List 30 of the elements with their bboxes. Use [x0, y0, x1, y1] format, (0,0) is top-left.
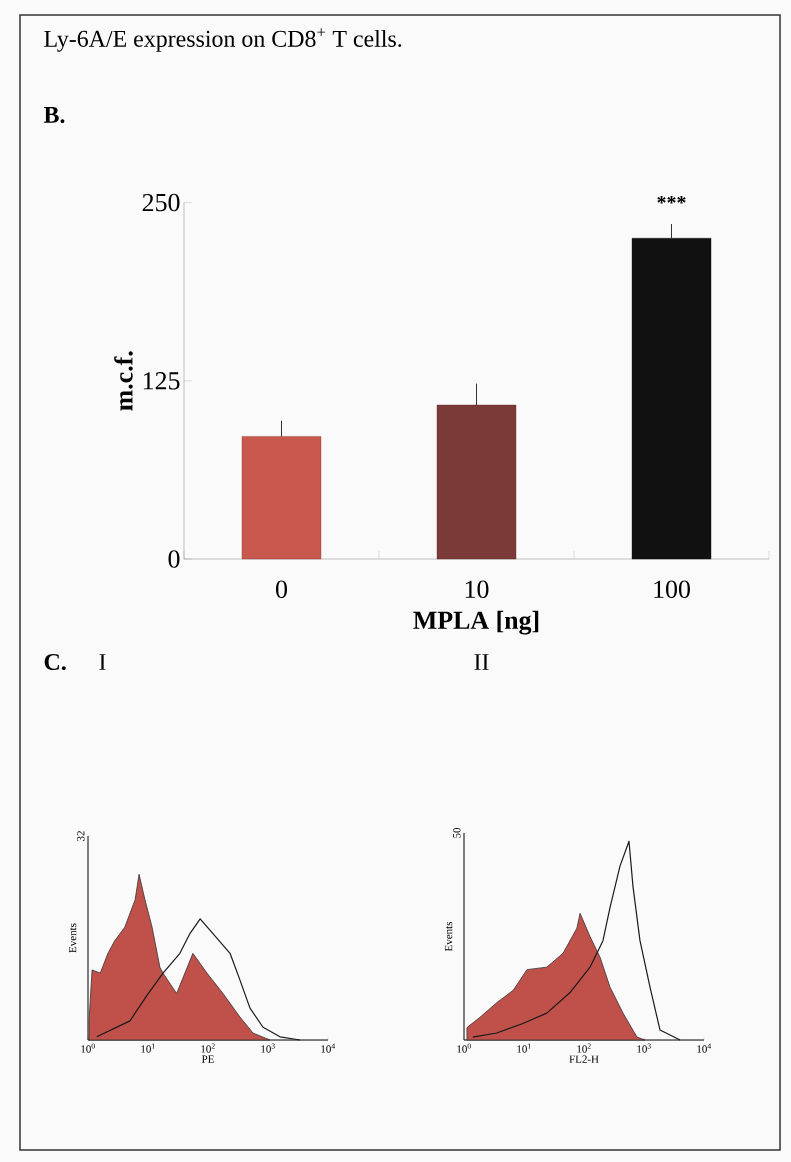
x-axis-title: MPLA [ng]: [413, 610, 539, 635]
y-tick-label: 250: [142, 193, 180, 212]
chart-title: II: [474, 654, 489, 670]
x-tick-label: 10$^{1}$: [517, 1043, 531, 1053]
chart-title: I: [99, 654, 106, 670]
x-tick-label: 10$^{3}$: [261, 1043, 275, 1053]
x-tick-label: 10$^{4}$: [697, 1043, 712, 1053]
x-tick-label: 10$^{0}$: [81, 1043, 95, 1053]
x-tick-label: 100: [654, 580, 690, 599]
x-tick-label: 10$^{2}$: [577, 1043, 591, 1053]
x-tick-label: 10$^{4}$: [321, 1043, 336, 1053]
x-tick-label: 10$^{3}$: [637, 1043, 651, 1053]
y-axis-title: Events: [69, 923, 77, 953]
y-tick-label: 125: [143, 372, 180, 390]
x-tick-label: 10$^{2}$: [201, 1043, 215, 1053]
x-tick-label: 10: [465, 580, 489, 599]
y-axis-title: Events: [444, 922, 453, 952]
y-axis-title: m.c.f.: [114, 351, 133, 411]
chart-title: Ly-6A/E expression on CD8$^{+}$ T cells.: [44, 28, 402, 52]
y-tick-label: 50: [453, 827, 461, 838]
y-tick-label: 0: [168, 550, 180, 568]
x-axis-title: PE: [201, 1055, 214, 1063]
text: C.: [44, 653, 66, 671]
x-tick-label: 10$^{1}$: [141, 1043, 155, 1053]
x-tick-label: 0: [276, 580, 287, 599]
text: B.: [43, 107, 65, 123]
y-tick-label: 32: [77, 831, 85, 841]
annotation: ***: [657, 196, 686, 204]
x-tick-label: 10$^{0}$: [457, 1043, 471, 1053]
x-axis-title: FL2-H: [569, 1055, 599, 1063]
